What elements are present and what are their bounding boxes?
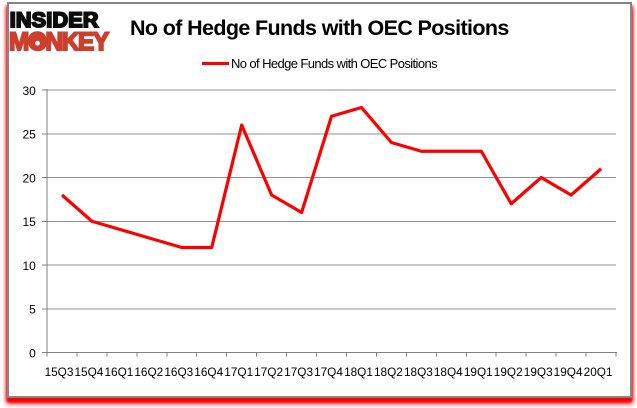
svg-text:19Q2: 19Q2 xyxy=(494,365,523,379)
svg-text:16Q2: 16Q2 xyxy=(134,365,163,379)
svg-text:5: 5 xyxy=(29,303,36,317)
svg-text:18Q1: 18Q1 xyxy=(344,365,373,379)
svg-text:17Q1: 17Q1 xyxy=(224,365,253,379)
svg-text:15Q3: 15Q3 xyxy=(45,365,74,379)
svg-text:18Q3: 18Q3 xyxy=(404,365,433,379)
svg-text:18Q4: 18Q4 xyxy=(434,365,463,379)
svg-text:17Q2: 17Q2 xyxy=(254,365,283,379)
svg-text:19Q3: 19Q3 xyxy=(524,365,553,379)
svg-text:17Q3: 17Q3 xyxy=(284,365,313,379)
svg-text:16Q4: 16Q4 xyxy=(194,365,223,379)
svg-text:0: 0 xyxy=(29,346,36,360)
svg-text:15: 15 xyxy=(22,215,36,229)
svg-text:16Q1: 16Q1 xyxy=(104,365,133,379)
svg-text:10: 10 xyxy=(22,259,36,273)
svg-text:19Q4: 19Q4 xyxy=(554,365,583,379)
svg-text:18Q2: 18Q2 xyxy=(374,365,403,379)
svg-text:20: 20 xyxy=(22,171,36,185)
svg-text:15Q4: 15Q4 xyxy=(74,365,103,379)
svg-text:30: 30 xyxy=(22,84,36,98)
svg-text:19Q1: 19Q1 xyxy=(464,365,493,379)
svg-text:17Q4: 17Q4 xyxy=(314,365,343,379)
svg-text:20Q1: 20Q1 xyxy=(584,365,613,379)
svg-text:16Q3: 16Q3 xyxy=(164,365,193,379)
svg-text:25: 25 xyxy=(22,128,36,142)
